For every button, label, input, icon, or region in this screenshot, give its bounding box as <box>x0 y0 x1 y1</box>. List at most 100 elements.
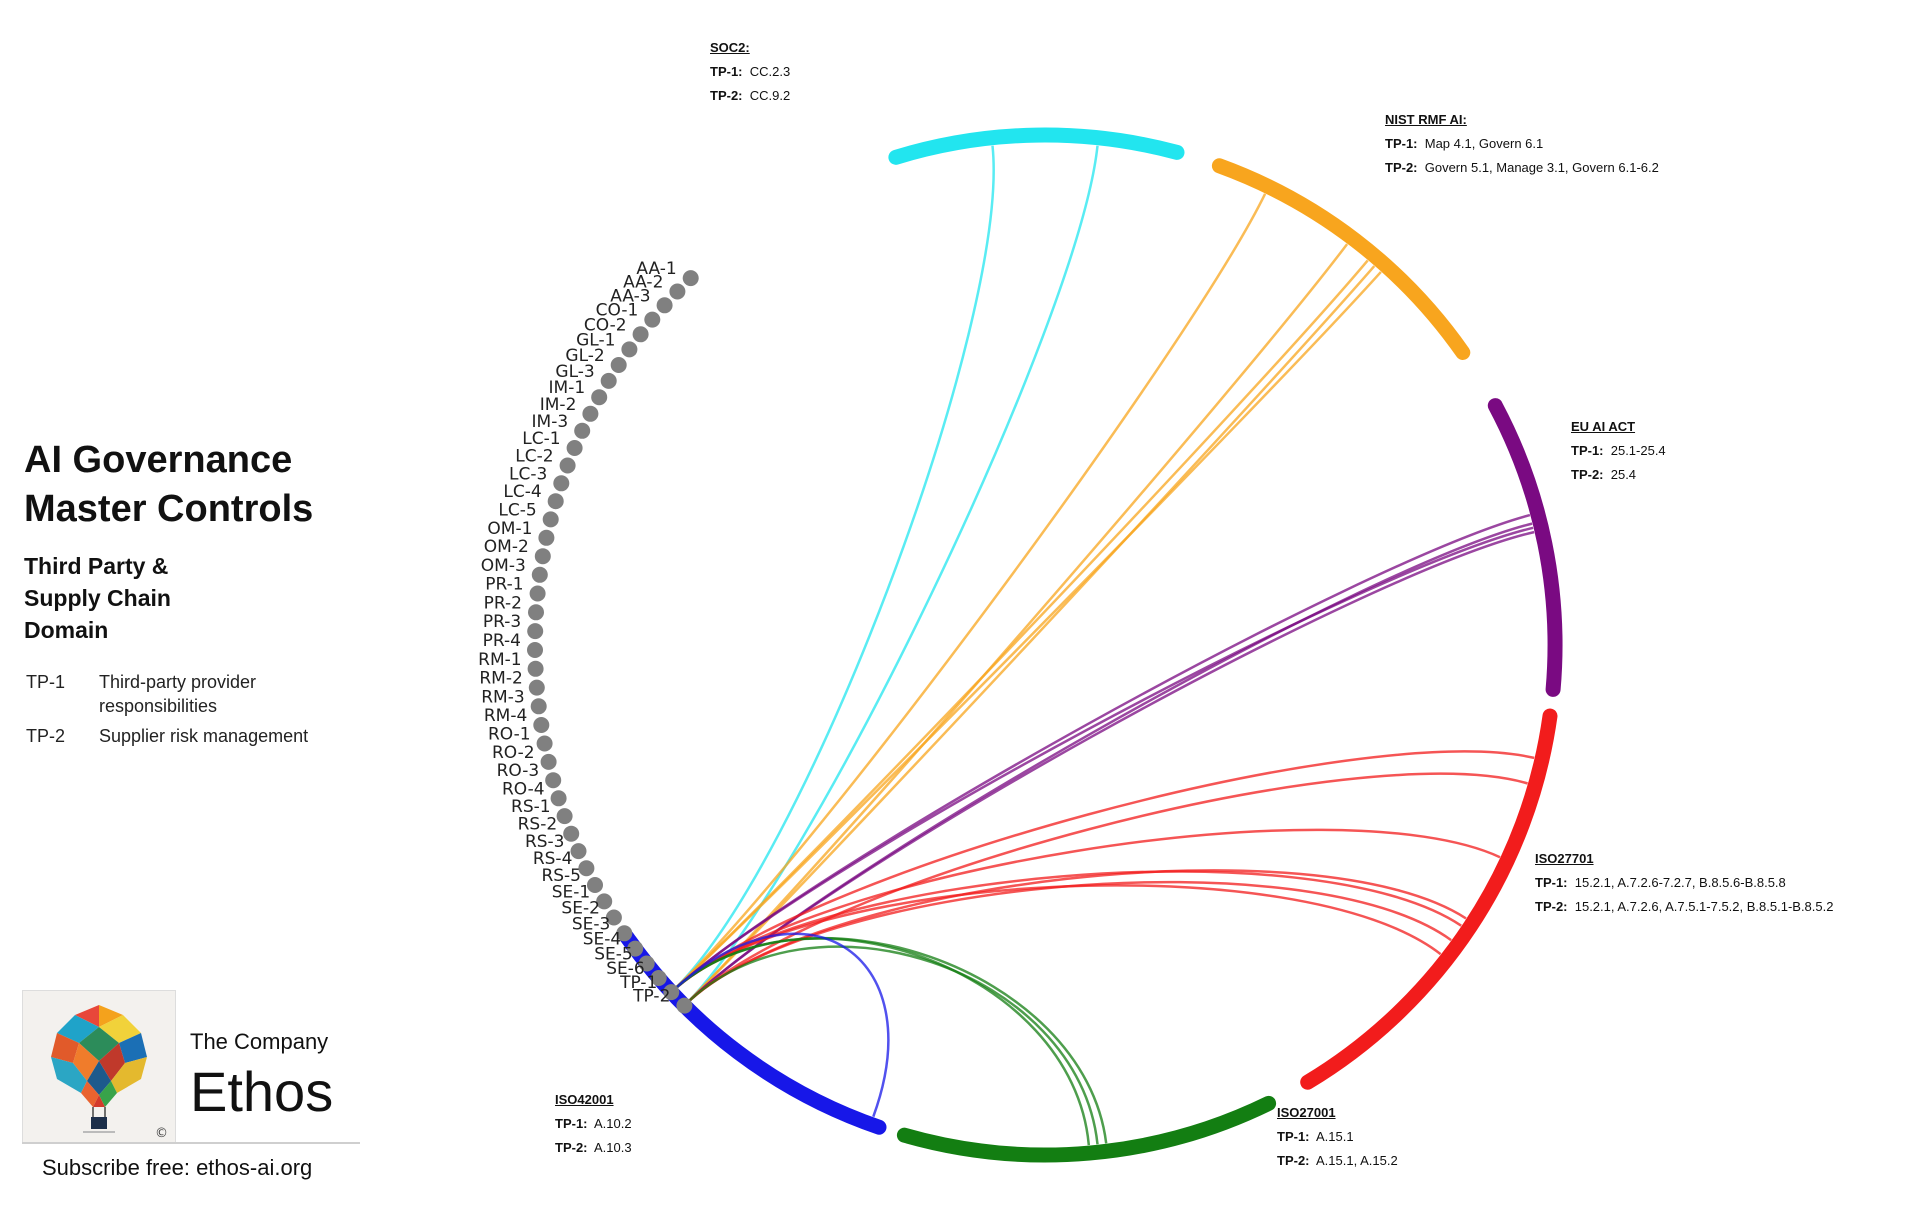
balloon-logo: © <box>22 990 176 1144</box>
std-tp2: TP-2: 25.4 <box>1571 467 1637 482</box>
control-label: PR-2 <box>484 593 522 613</box>
control-dot <box>676 997 693 1014</box>
control-label: GL-1 <box>576 330 615 350</box>
control-dot <box>531 566 548 583</box>
control-label: RM-3 <box>481 687 524 707</box>
standard-arcs <box>619 127 1563 1163</box>
control-dot <box>563 825 580 842</box>
control-label: GL-3 <box>555 362 594 382</box>
chord-link <box>683 243 1349 1007</box>
control-label: IM-1 <box>549 378 586 398</box>
std-tp1: TP-1: 25.1-25.4 <box>1571 443 1666 458</box>
control-dot <box>556 808 573 825</box>
control-dot <box>605 909 622 926</box>
control-label: AA-2 <box>623 273 663 293</box>
control-dot <box>650 970 667 986</box>
std-name: ISO42001 <box>555 1092 614 1107</box>
logo-divider <box>22 1142 360 1144</box>
control-dots: AA-1AA-2AA-3CO-1CO-2GL-1GL-2GL-3IM-1IM-2… <box>478 259 699 1014</box>
company-name-small: The Company <box>190 1029 329 1054</box>
iso27001-arc <box>896 1095 1277 1163</box>
std-name: ISO27701 <box>1535 851 1594 866</box>
control-label: AA-3 <box>610 286 650 306</box>
control-label: SE-6 <box>606 959 644 979</box>
company-name-big: Ethos <box>190 1060 334 1123</box>
control-label: CO-1 <box>596 301 639 321</box>
domain-subtitle: Third Party & Supply Chain Domain <box>24 550 313 646</box>
page-title-line2: Master Controls <box>24 488 314 530</box>
control-label: CO-2 <box>584 315 627 335</box>
legend-desc: Third-party provider responsibilities <box>99 672 257 716</box>
control-label: RS-4 <box>533 849 573 869</box>
std-tp1: TP-1: A.10.2 <box>555 1116 632 1131</box>
control-dot <box>591 389 608 406</box>
subtitle-line1: Third Party & <box>24 553 169 579</box>
std-label-iso42001: ISO42001 TP-1: A.10.2 TP-2: A.10.3 <box>555 1088 632 1160</box>
control-label: AA-1 <box>636 259 676 279</box>
control-dot <box>528 679 545 696</box>
control-legend: TP-1 Third-party provider responsibiliti… <box>26 670 349 754</box>
std-tp1: TP-1: 15.2.1, A.7.2.6-7.2.7, B.8.5.6-B.8… <box>1535 875 1786 890</box>
std-label-nist: NIST RMF AI: TP-1: Map 4.1, Govern 6.1 T… <box>1385 108 1659 180</box>
std-label-iso27001: ISO27001 TP-1: A.15.1 TP-2: A.15.1, A.15… <box>1277 1101 1398 1173</box>
std-tp2: TP-2: CC.9.2 <box>710 88 791 103</box>
control-label: OM-1 <box>487 519 532 539</box>
control-label: IM-2 <box>540 395 577 415</box>
control-label: RO-4 <box>502 779 545 799</box>
chord-links <box>670 145 1535 1146</box>
chord-link <box>670 937 1091 1146</box>
title-block: AI Governance Master Controls Third Part… <box>24 436 313 646</box>
control-dot <box>632 326 649 343</box>
control-dot <box>547 493 564 510</box>
control-label: SE-4 <box>583 930 621 950</box>
control-label: RO-1 <box>488 725 531 745</box>
std-tp2: TP-2: 15.2.1, A.7.2.6, A.7.5.1-7.5.2, B.… <box>1535 899 1834 914</box>
std-name: SOC2: <box>710 40 750 55</box>
std-name: NIST RMF AI: <box>1385 112 1467 127</box>
subscribe-text: Subscribe free: ethos-ai.org <box>42 1155 313 1180</box>
control-label: IM-3 <box>532 412 569 432</box>
std-name: ISO27001 <box>1277 1105 1336 1120</box>
control-label: SE-3 <box>572 914 610 934</box>
control-dot <box>529 585 546 602</box>
control-dot <box>533 717 550 733</box>
control-dot <box>582 405 599 422</box>
nist-arc <box>1211 158 1471 360</box>
control-label: RS-1 <box>511 797 551 817</box>
subtitle-line3: Domain <box>24 617 109 643</box>
control-label: LC-4 <box>503 482 541 502</box>
chord-link <box>670 526 1534 994</box>
control-label: RM-1 <box>478 650 521 670</box>
copyright-mark: © <box>155 1126 168 1141</box>
control-dot <box>536 735 553 752</box>
control-label: SE-1 <box>552 882 590 902</box>
control-label: TP-2 <box>632 987 670 1007</box>
control-dot <box>540 753 557 770</box>
std-tp1: TP-1: CC.2.3 <box>710 64 791 79</box>
control-dot <box>528 604 544 621</box>
chord-link <box>670 750 1535 994</box>
iso42001-arc <box>619 930 887 1135</box>
control-dot <box>627 940 644 957</box>
legend-row-tp1: TP-1 Third-party provider responsibiliti… <box>26 670 349 718</box>
chord-link <box>670 271 1382 994</box>
control-dot <box>553 475 570 492</box>
std-label-euaiact: EU AI ACT TP-1: 25.1-25.4 TP-2: 25.4 <box>1571 415 1666 487</box>
control-dot <box>542 511 559 528</box>
chord-link <box>670 884 1442 994</box>
iso27701-arc <box>1300 708 1558 1090</box>
control-dot <box>534 548 551 565</box>
control-dot <box>656 297 673 314</box>
control-dot <box>527 660 544 677</box>
std-tp2: TP-2: A.10.3 <box>555 1140 632 1155</box>
control-dot <box>527 623 544 640</box>
legend-row-tp2: TP-2 Supplier risk management <box>26 724 349 748</box>
chord-link <box>670 193 1267 994</box>
soc2-arc <box>888 127 1185 165</box>
control-label: RM-4 <box>484 706 527 726</box>
control-dot <box>638 955 655 972</box>
std-tp1: TP-1: A.15.1 <box>1277 1129 1354 1144</box>
control-label: TP-1 <box>619 973 657 993</box>
control-dot <box>644 311 661 328</box>
